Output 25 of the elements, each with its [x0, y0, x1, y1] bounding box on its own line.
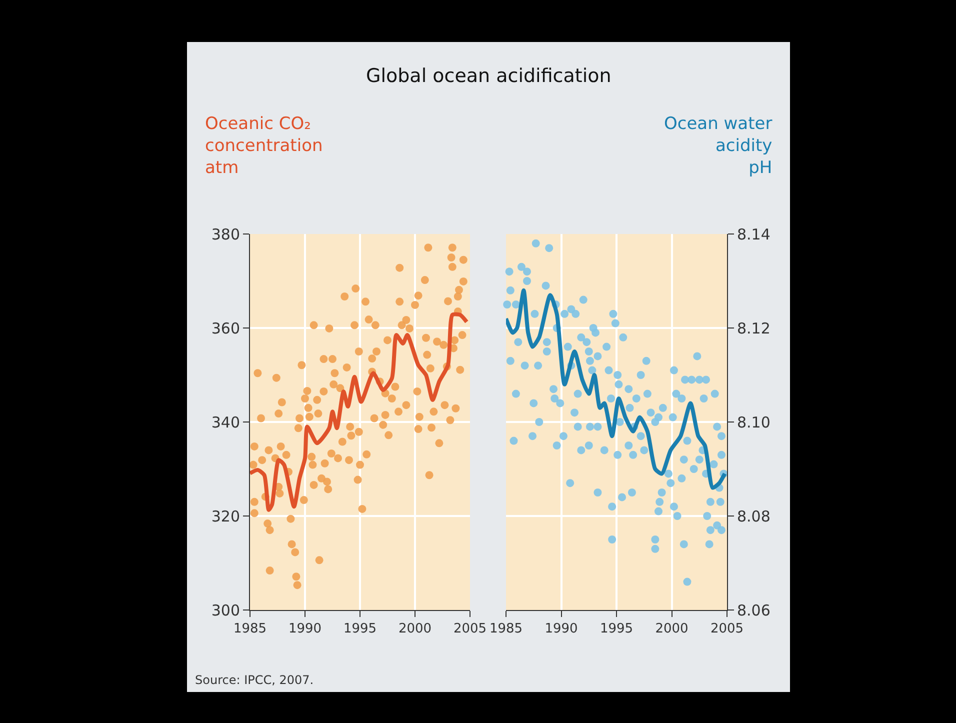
line-series — [250, 312, 469, 512]
chart-title: Global ocean acidification — [366, 65, 612, 87]
y-tick-label: 360 — [211, 319, 240, 338]
x-tick-label: 1985 — [489, 622, 523, 637]
x-tick-label: 2005 — [453, 622, 487, 637]
y-tick-label: 340 — [211, 413, 240, 432]
y2-tick-label: 8.08 — [737, 507, 770, 526]
y-tick-label: 320 — [211, 507, 240, 526]
y-tick-label: 300 — [211, 601, 240, 620]
x-tick-label: 1990 — [288, 622, 322, 637]
y-tick-label: 380 — [211, 225, 240, 244]
x-tick-label: 1995 — [343, 622, 377, 637]
y-axis-title: Oceanic CO₂ concentration atm — [205, 114, 323, 178]
source-note: Source: IPCC, 2007. — [195, 673, 314, 687]
y2-tick-label: 8.12 — [737, 319, 770, 338]
x-tick-label: 1985 — [233, 622, 267, 637]
x-tick-label: 2000 — [398, 622, 432, 637]
x-tick-label: 2000 — [655, 622, 688, 637]
y2-axis-title: Ocean water acidity pH — [664, 114, 772, 178]
y2-tick-label: 8.10 — [737, 413, 770, 432]
y2-tick-label: 8.06 — [737, 601, 770, 620]
x-tick-label: 1995 — [600, 622, 634, 637]
y2-tick-label: 8.14 — [737, 225, 770, 244]
x-tick-label: 1990 — [544, 622, 578, 637]
x-tick-label: 2005 — [710, 622, 744, 637]
